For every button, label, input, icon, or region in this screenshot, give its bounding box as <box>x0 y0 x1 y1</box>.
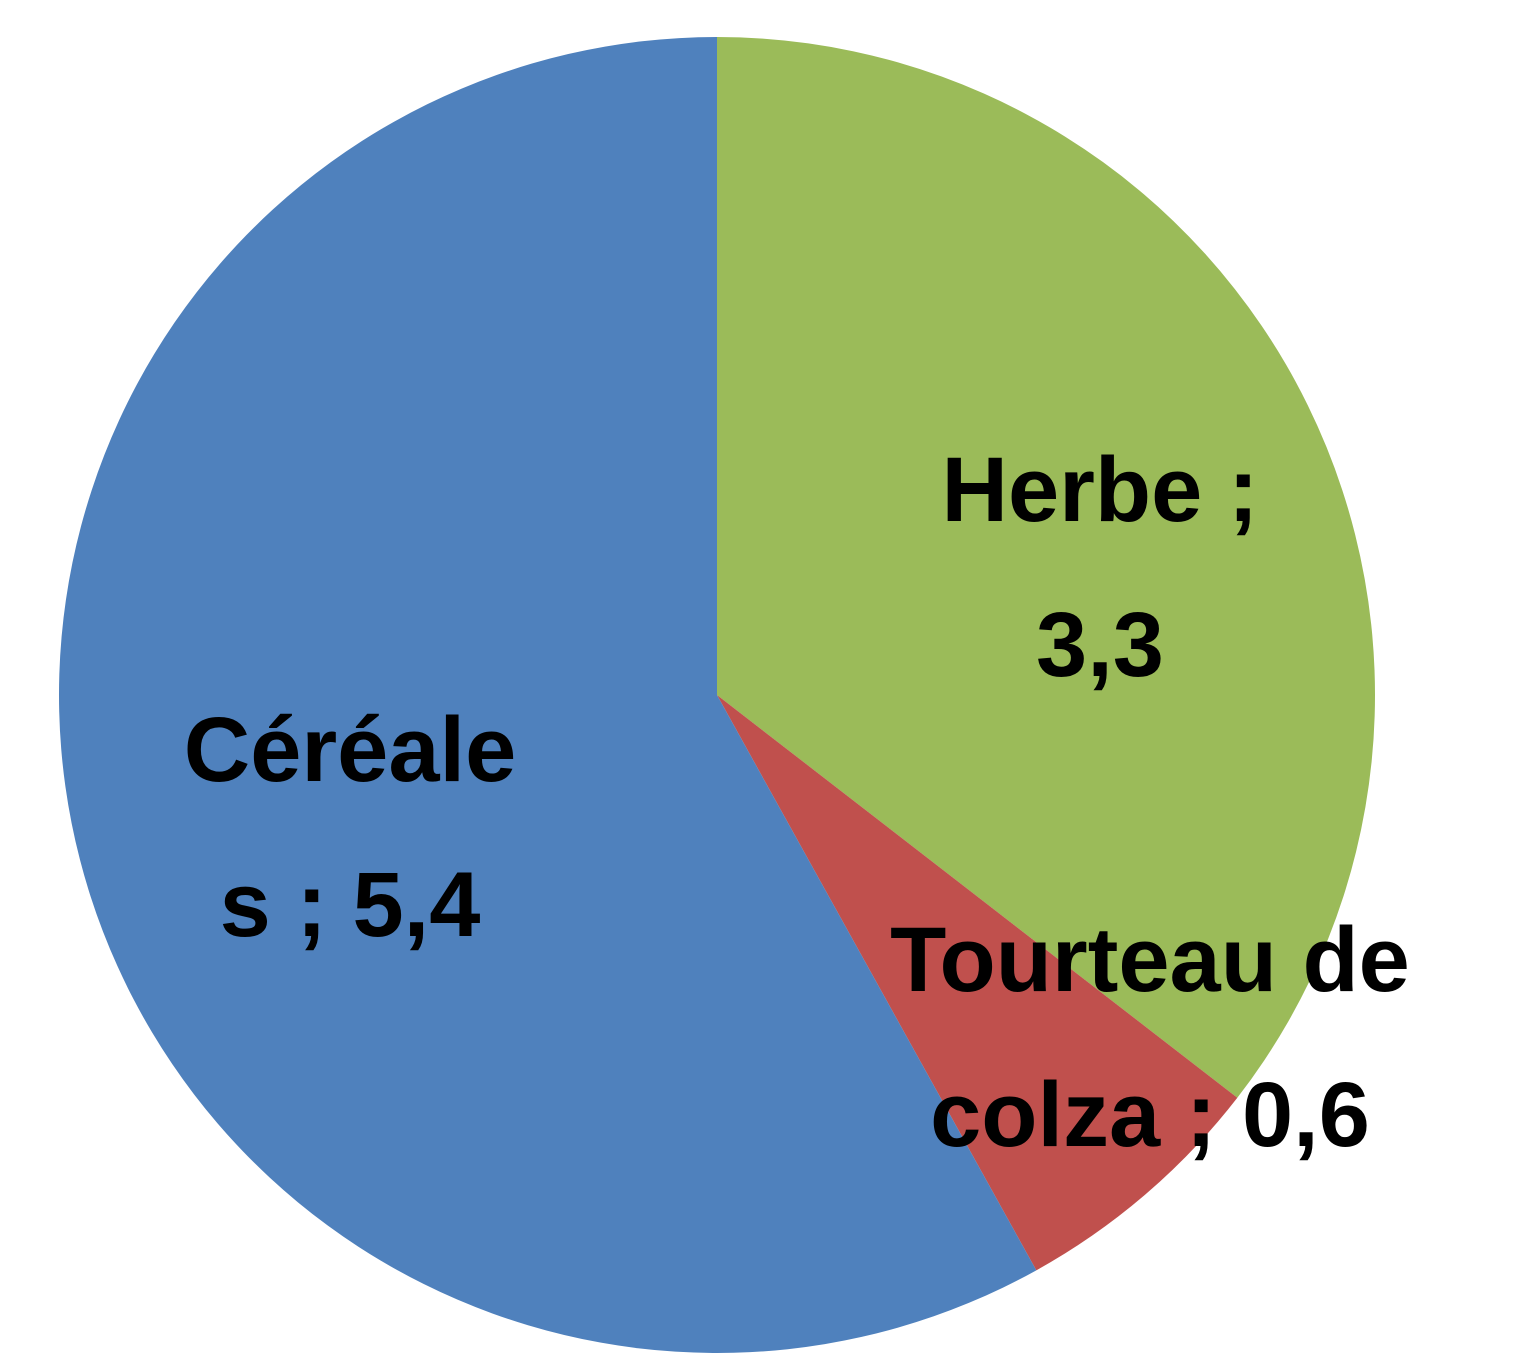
label-category: Tourteau de colza <box>890 909 1410 1166</box>
label-value: 3,3 <box>1036 594 1164 696</box>
label-value: 5,4 <box>352 854 481 956</box>
data-label: Herbe ; 3,3 <box>900 413 1300 723</box>
pie-slice <box>717 695 1238 1271</box>
data-label: Céréales ; 5,4 <box>170 673 530 983</box>
label-value: 0,6 <box>1241 1064 1370 1166</box>
data-label: Tourteau de colza ; 0,6 <box>850 883 1450 1193</box>
pie-slice <box>717 37 1376 1098</box>
label-category: Céréales <box>183 699 517 956</box>
label-separator: ; <box>1185 1064 1217 1166</box>
pie-slice <box>59 37 1037 1354</box>
label-separator: ; <box>296 854 327 956</box>
label-separator: ; <box>1227 439 1259 541</box>
label-category: Herbe <box>941 439 1203 541</box>
